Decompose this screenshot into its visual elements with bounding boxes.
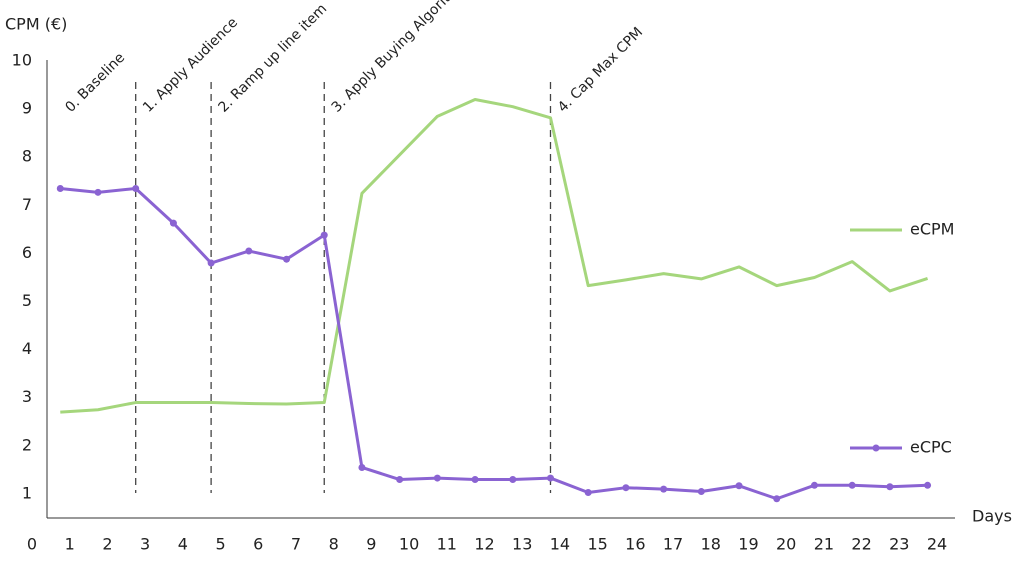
- y-tick-label: 5: [22, 291, 32, 310]
- point: [94, 188, 102, 196]
- point: [622, 484, 630, 492]
- x-tick-label: 24: [927, 535, 947, 554]
- y-tick-label: 8: [22, 147, 32, 166]
- x-tick-label: 6: [253, 535, 263, 554]
- x-tick-label: 17: [663, 535, 683, 554]
- point: [886, 483, 894, 491]
- x-tick-label: 2: [102, 535, 112, 554]
- x-tick-label: 23: [889, 535, 909, 554]
- point: [810, 481, 818, 489]
- phase-label: 4. Cap Max CPM: [555, 24, 646, 115]
- point: [207, 259, 215, 267]
- x-tick-label: 19: [738, 535, 758, 554]
- x-tick-label: 21: [814, 535, 834, 554]
- point: [169, 219, 177, 227]
- point: [546, 474, 554, 482]
- x-tick-label: 22: [851, 535, 871, 554]
- x-tick-label: 0: [27, 535, 37, 554]
- x-tick-label: 12: [474, 535, 494, 554]
- x-axis-title: Days: [972, 507, 1012, 526]
- y-axis-title: CPM (€): [5, 15, 67, 34]
- point: [848, 481, 856, 489]
- x-tick-label: 3: [140, 535, 150, 554]
- x-tick-label: 9: [366, 535, 376, 554]
- legend-label: eCPC: [910, 438, 952, 457]
- y-tick-label: 4: [22, 339, 32, 358]
- y-tick-label: 10: [12, 51, 32, 70]
- x-tick-label: 16: [625, 535, 645, 554]
- point: [358, 463, 366, 471]
- point: [773, 495, 781, 503]
- y-tick-label: 3: [22, 387, 32, 406]
- point: [283, 255, 291, 263]
- y-tick-label: 7: [22, 195, 32, 214]
- point: [735, 482, 743, 490]
- x-tick-label: 10: [399, 535, 419, 554]
- point: [924, 481, 932, 489]
- x-tick-label: 8: [329, 535, 339, 554]
- x-tick-label: 5: [215, 535, 225, 554]
- point: [56, 184, 64, 192]
- x-tick-label: 4: [178, 535, 188, 554]
- x-tick-label: 14: [550, 535, 570, 554]
- x-tick-label: 11: [437, 535, 457, 554]
- y-tick-label: 9: [22, 99, 32, 118]
- point: [396, 476, 404, 484]
- x-tick-label: 15: [587, 535, 607, 554]
- point: [245, 247, 253, 255]
- series-line: [60, 97, 929, 414]
- point: [697, 488, 705, 496]
- point: [509, 476, 517, 484]
- point: [471, 476, 479, 484]
- phase-label: 0. Baseline: [62, 50, 128, 116]
- y-tick-label: 1: [22, 483, 32, 502]
- y-tick-label: 2: [22, 435, 32, 454]
- legend-label: eCPM: [910, 220, 954, 239]
- x-tick-label: 20: [776, 535, 796, 554]
- point: [584, 489, 592, 497]
- legend-marker: [872, 444, 880, 452]
- series-line: [60, 186, 928, 501]
- x-tick-label: 1: [65, 535, 75, 554]
- point: [132, 184, 140, 192]
- point: [660, 485, 668, 493]
- point: [320, 231, 328, 239]
- phase-label: 3. Apply Buying Algorithm: [329, 0, 470, 116]
- x-tick-label: 18: [701, 535, 721, 554]
- x-tick-label: 7: [291, 535, 301, 554]
- y-tick-label: 6: [22, 243, 32, 262]
- point: [433, 474, 441, 482]
- x-tick-label: 13: [512, 535, 532, 554]
